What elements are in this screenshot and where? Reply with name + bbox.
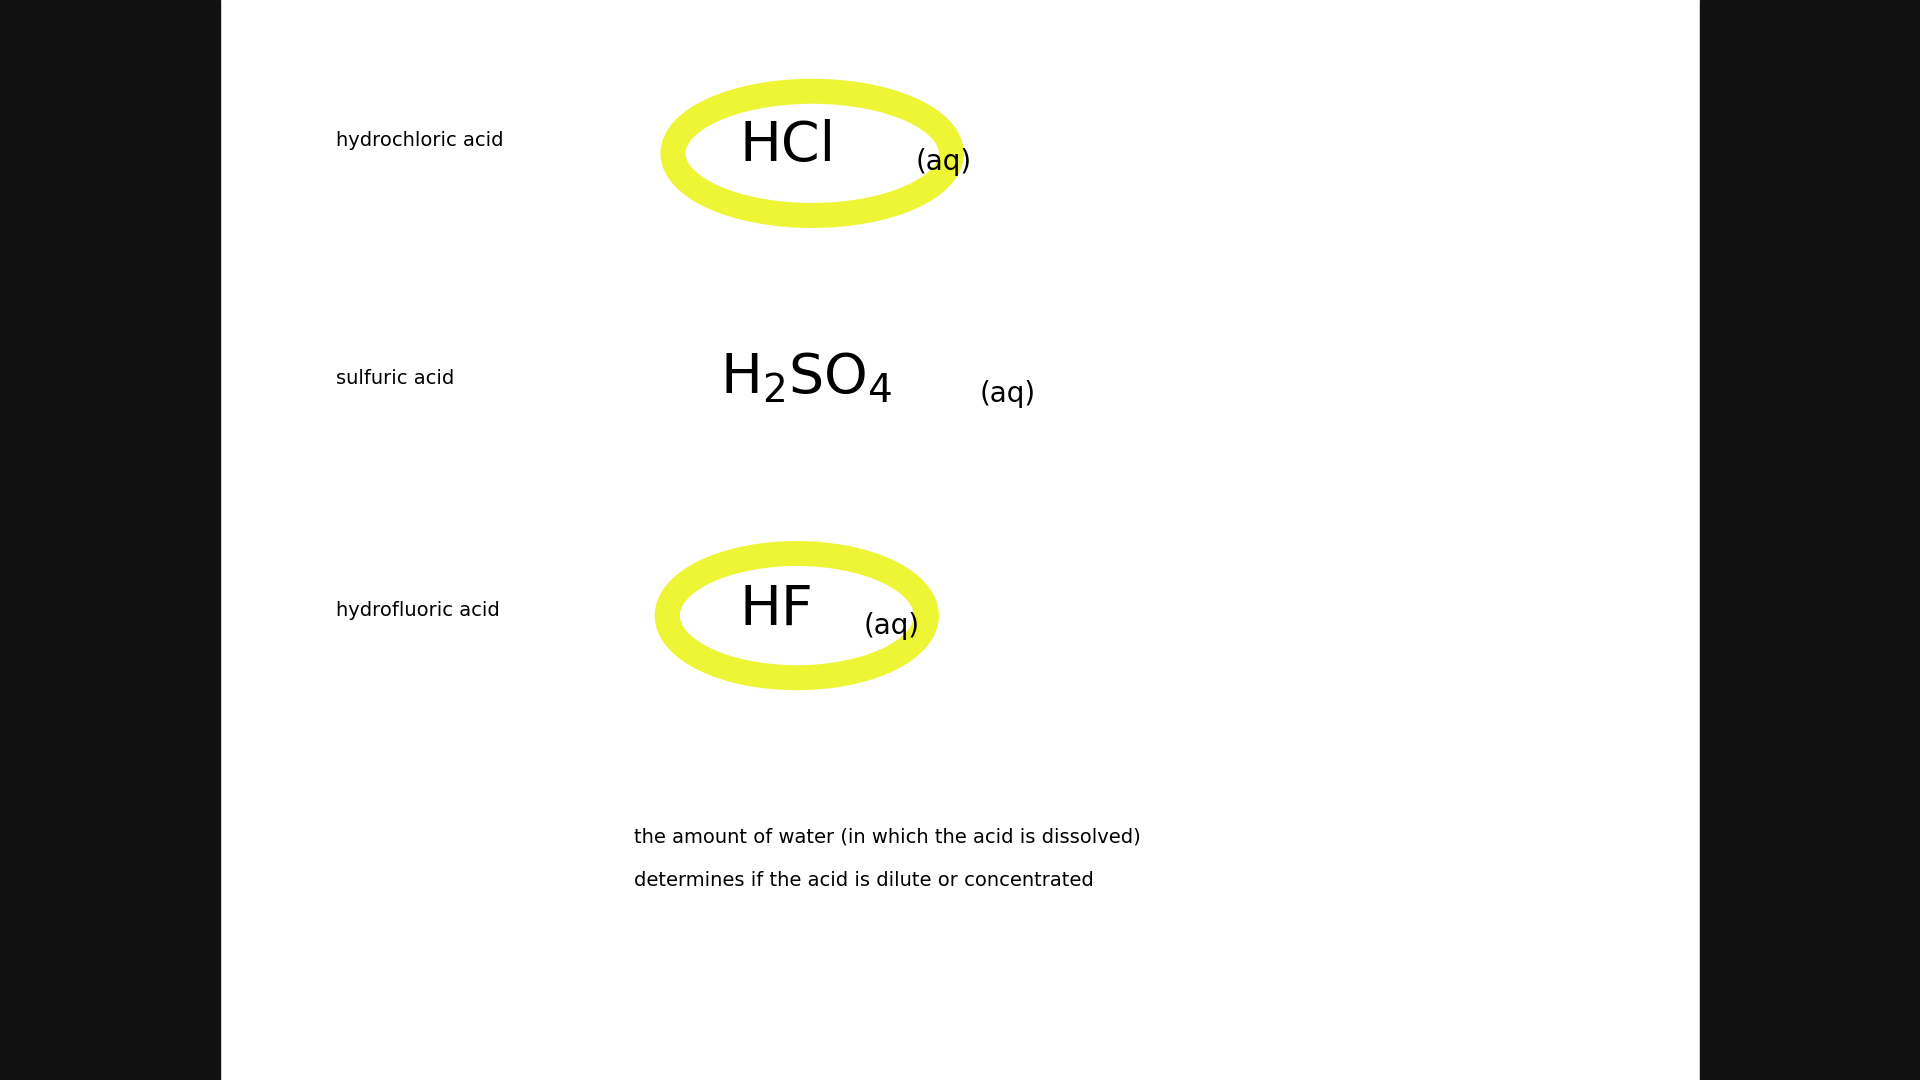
Text: (aq): (aq): [979, 380, 1035, 408]
Bar: [1699, 0, 1920, 1080]
Bar: [221, 0, 1699, 1080]
Text: (aq): (aq): [916, 148, 972, 176]
Text: hydrofluoric acid: hydrofluoric acid: [336, 600, 499, 620]
Bar: [0, 0, 221, 1080]
Text: $\mathregular{H_2SO_4}$: $\mathregular{H_2SO_4}$: [720, 351, 893, 405]
Text: (aq): (aq): [864, 612, 920, 640]
Text: HCl: HCl: [739, 119, 835, 173]
Text: sulfuric acid: sulfuric acid: [336, 368, 455, 388]
Text: hydrochloric acid: hydrochloric acid: [336, 131, 503, 150]
Text: the amount of water (in which the acid is dissolved): the amount of water (in which the acid i…: [634, 827, 1140, 847]
Ellipse shape: [668, 553, 927, 678]
Ellipse shape: [674, 91, 950, 216]
Text: HF: HF: [739, 583, 812, 637]
Text: determines if the acid is dilute or concentrated: determines if the acid is dilute or conc…: [634, 870, 1092, 890]
